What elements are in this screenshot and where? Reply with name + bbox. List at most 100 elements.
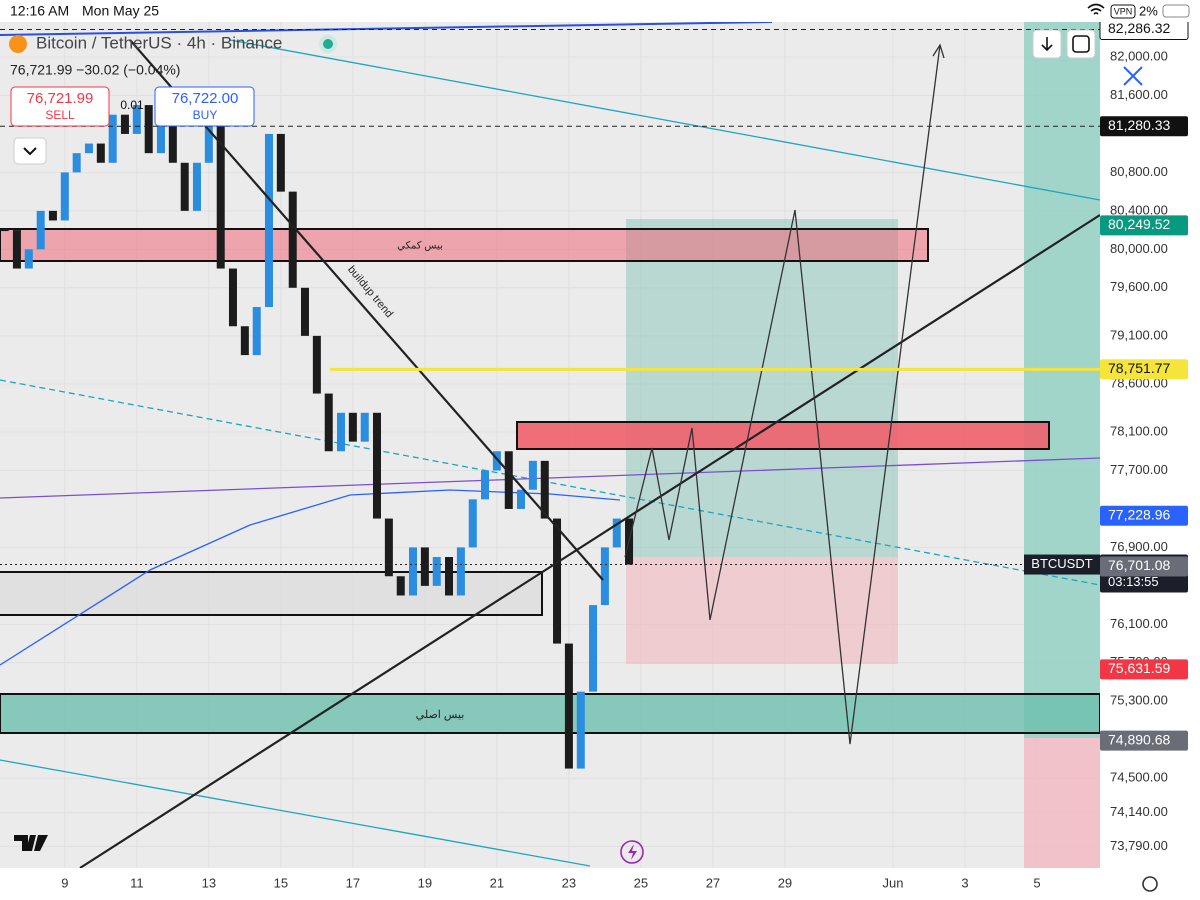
- price-label: 78,751.77: [1108, 360, 1170, 376]
- collapse-button[interactable]: [13, 137, 47, 165]
- y-tick-label: 74,140.00: [1110, 804, 1168, 819]
- position-stop: [626, 557, 898, 664]
- price-label-box: [1100, 215, 1188, 236]
- battery-percent: 2%: [1139, 3, 1158, 18]
- symbol-title: Bitcoin / TetherUS · 4h · Binance: [36, 33, 282, 52]
- clock: 12:16 AM: [10, 3, 69, 19]
- symbol-label: BTCUSDT: [1031, 556, 1092, 571]
- candle: [120, 114, 129, 134]
- settings-icon[interactable]: [1142, 876, 1158, 892]
- purple-line: [0, 457, 1101, 499]
- x-tick-label: 27: [706, 875, 720, 890]
- downtrend-line: [129, 39, 604, 581]
- symbol-box: [1024, 554, 1100, 575]
- order-size: 0.01: [120, 98, 144, 112]
- coin-icon: [9, 35, 27, 53]
- candle: [420, 547, 429, 586]
- countdown: 03:13:55: [1108, 574, 1159, 589]
- y-tick-label: 77,700.00: [1110, 462, 1168, 477]
- price-label-box: [1100, 659, 1188, 680]
- price-label-box: [1100, 730, 1188, 751]
- zone-bottom-label: بيس اصلي: [416, 709, 465, 721]
- position-target: [626, 219, 898, 557]
- candle: [84, 143, 93, 154]
- candle: [168, 124, 177, 163]
- fullscreen-icon: [1072, 35, 1090, 53]
- candle: [240, 326, 249, 356]
- candle: [432, 557, 441, 586]
- candle: [564, 643, 573, 769]
- status-bar: [0, 0, 1200, 22]
- candle: [612, 518, 621, 548]
- price-axis: [1100, 22, 1200, 900]
- price-label: 82,286.32: [1108, 20, 1170, 36]
- uptrend-line: [79, 214, 1101, 869]
- x-tick-label: 5: [1033, 875, 1040, 890]
- candle: [60, 172, 69, 221]
- battery-icon: [1162, 4, 1190, 18]
- channel-line: [229, 39, 1101, 201]
- candle: [228, 268, 237, 327]
- candle: [204, 124, 213, 163]
- stop-column: [1024, 738, 1100, 868]
- sell-price: 76,721.99: [27, 90, 94, 107]
- y-tick-label: 80,800.00: [1110, 164, 1168, 179]
- x-tick-label: 17: [346, 875, 360, 890]
- target-column: [1024, 22, 1100, 738]
- candle: [456, 547, 465, 596]
- candle: [553, 518, 562, 644]
- down-arrow: [1041, 37, 1053, 52]
- candle: [48, 210, 57, 221]
- logo: [14, 835, 48, 851]
- channel-mid: [0, 379, 1101, 586]
- x-tick-label: 19: [418, 875, 432, 890]
- x-tick-label: 25: [634, 875, 648, 890]
- candle: [300, 287, 309, 336]
- candle: [492, 451, 501, 471]
- candle: [132, 105, 141, 134]
- price-label: 77,228.96: [1108, 506, 1170, 522]
- candle: [276, 133, 285, 192]
- supply-box: [516, 421, 1050, 450]
- candle: [156, 124, 165, 154]
- date: Mon May 25: [82, 3, 159, 19]
- projection-path: [624, 44, 941, 745]
- candle: [504, 451, 513, 509]
- sell-label: SELL: [45, 108, 75, 122]
- y-tick-label: 75,300.00: [1110, 693, 1168, 708]
- zone-top: [0, 228, 929, 262]
- channel-bottom: [0, 759, 591, 867]
- fullscreen-button[interactable]: [1066, 29, 1096, 59]
- candle: [216, 124, 225, 269]
- candle: [36, 210, 45, 250]
- event-icon[interactable]: [620, 840, 644, 864]
- candle: [576, 691, 585, 769]
- zoom-icon: [1123, 66, 1143, 86]
- candle: [540, 460, 549, 519]
- candle: [336, 412, 345, 452]
- candles: [0, 105, 634, 769]
- buy-button[interactable]: [154, 86, 255, 127]
- candle: [324, 393, 333, 452]
- vpn-text: VPN: [1114, 6, 1133, 16]
- sell-button[interactable]: [10, 86, 110, 127]
- x-tick-label: 13: [202, 875, 216, 890]
- y-tick-label: 80,400.00: [1110, 202, 1168, 217]
- candle: [72, 153, 81, 173]
- candle: [252, 307, 261, 356]
- candle: [264, 133, 273, 308]
- event-bolt: [628, 844, 637, 860]
- quote: 76,721.99 −30.02 (−0.04%): [10, 62, 180, 78]
- candle: [600, 547, 609, 606]
- candle: [288, 191, 297, 288]
- price-label-box: [1100, 556, 1188, 577]
- price-label-box: [1100, 505, 1188, 526]
- moving-average: [0, 489, 621, 666]
- y-tick-label: 76,900.00: [1110, 539, 1168, 554]
- price-label-box: [1100, 116, 1188, 137]
- y-tick-label: 79,600.00: [1110, 279, 1168, 294]
- candle: [312, 335, 321, 394]
- candle: [144, 105, 153, 154]
